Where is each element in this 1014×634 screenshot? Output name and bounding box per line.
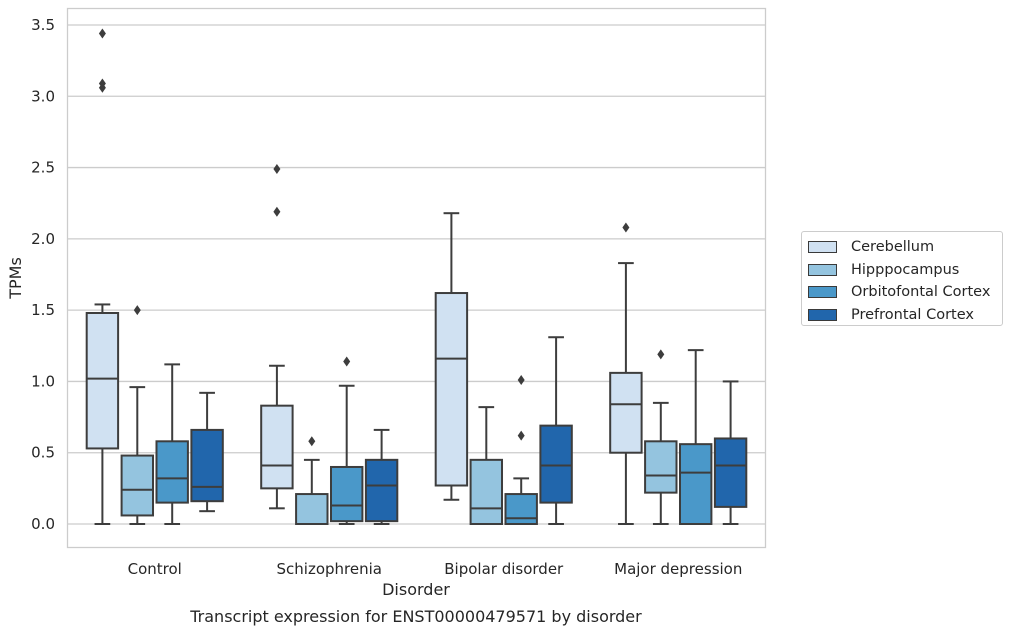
outlier-marker xyxy=(517,375,525,386)
box-iqr xyxy=(469,458,504,526)
box-iqr xyxy=(644,440,678,494)
legend-label: Cerebellum xyxy=(851,239,935,256)
y-tick-label: 2.5 xyxy=(31,159,55,177)
y-axis-ticks: 0.0 0.5 1.0 1.5 2.0 2.5 3.0 3.5 xyxy=(31,16,55,533)
chart-title: Transcript expression for ENST0000047957… xyxy=(189,607,642,626)
y-tick-label: 3.5 xyxy=(31,16,55,34)
box-0-0 xyxy=(85,28,120,525)
y-tick-label: 2.0 xyxy=(31,230,55,248)
box-2-0 xyxy=(434,212,469,501)
box-0-2 xyxy=(155,363,189,525)
outlier-marker xyxy=(657,349,665,360)
y-tick-label: 0.5 xyxy=(31,444,55,462)
box-iqr xyxy=(295,493,329,525)
box-iqr xyxy=(364,458,399,523)
legend-swatch xyxy=(808,286,837,299)
x-tick-label: Control xyxy=(128,560,182,578)
legend-swatch xyxy=(808,263,837,276)
outlier-marker xyxy=(273,206,281,217)
legend-item: Prefrontal Cortex xyxy=(808,304,1002,327)
outlier-marker xyxy=(98,28,106,39)
box-1-1 xyxy=(295,436,329,525)
legend-label: Orbitofontal Cortex xyxy=(851,284,991,301)
y-axis-label: TPMs xyxy=(6,257,25,300)
legend-item: Hipppocampus xyxy=(808,259,1002,282)
box-iqr xyxy=(190,428,224,503)
box-iqr xyxy=(609,371,643,454)
y-tick-label: 1.0 xyxy=(31,372,55,390)
box-1-3 xyxy=(364,428,399,525)
y-tick-label: 0.0 xyxy=(31,515,55,533)
box-iqr xyxy=(120,454,155,517)
box-iqr xyxy=(329,465,364,523)
outlier-marker xyxy=(133,305,141,316)
box-2-2 xyxy=(504,375,538,525)
legend-swatch xyxy=(808,308,837,321)
x-tick-label: Schizophrenia xyxy=(277,560,382,578)
box-plots xyxy=(85,28,748,526)
plot-area-frame xyxy=(66,7,767,549)
box-3-2 xyxy=(678,349,713,525)
legend-item: Orbitofontal Cortex xyxy=(808,281,1002,304)
y-tick-label: 1.5 xyxy=(31,301,55,319)
box-iqr xyxy=(539,424,573,504)
box-3-1 xyxy=(644,349,678,525)
box-iqr xyxy=(678,443,713,525)
box-3-0 xyxy=(609,222,643,525)
outlier-marker xyxy=(98,78,106,89)
legend-swatch xyxy=(808,241,837,254)
outlier-marker xyxy=(273,163,281,174)
x-axis-ticks: Control Schizophrenia Bipolar disorder Majo… xyxy=(128,560,743,578)
x-tick-label: Major depression xyxy=(614,560,742,578)
box-3-3 xyxy=(713,380,748,525)
y-tick-label: 3.0 xyxy=(31,87,55,105)
chart-legend: Cerebellum Hipppocampus Orbitofontal Corte… xyxy=(801,231,1003,326)
legend-item: Cerebellum xyxy=(808,236,1002,259)
box-iqr xyxy=(713,437,748,508)
outlier-marker xyxy=(343,356,351,367)
box-iqr xyxy=(85,311,120,450)
box-2-3 xyxy=(539,336,573,525)
outlier-marker xyxy=(517,430,525,441)
legend-label: Prefrontal Cortex xyxy=(851,306,974,323)
box-1-2 xyxy=(329,356,364,525)
box-2-1 xyxy=(469,406,504,526)
box-1-0 xyxy=(260,163,294,510)
outlier-marker xyxy=(622,222,630,233)
box-iqr xyxy=(434,292,469,487)
box-0-1 xyxy=(120,305,155,525)
legend-label: Hipppocampus xyxy=(851,261,960,278)
box-iqr xyxy=(504,493,538,525)
box-iqr xyxy=(260,404,294,490)
x-axis-label: Disorder xyxy=(382,580,450,599)
x-tick-label: Bipolar disorder xyxy=(444,560,564,578)
box-0-3 xyxy=(190,391,224,513)
outlier-marker xyxy=(308,436,316,447)
box-iqr xyxy=(155,440,189,504)
